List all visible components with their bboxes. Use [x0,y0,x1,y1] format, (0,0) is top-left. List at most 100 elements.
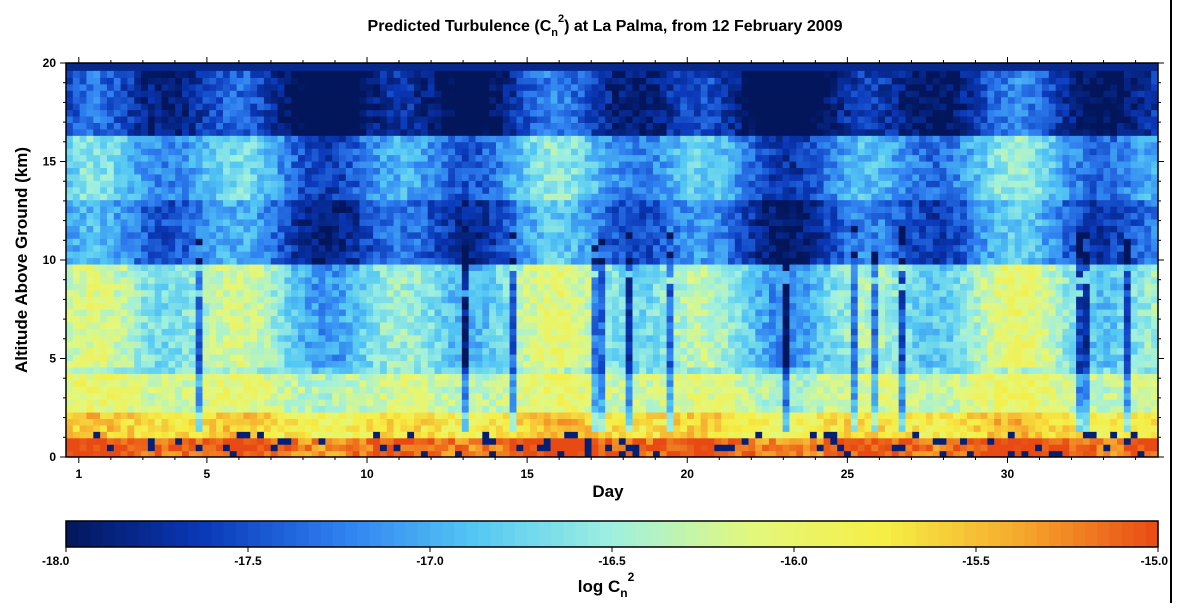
heatmap-cell [434,77,442,85]
heatmap-cell [127,302,135,310]
heatmap-cell [373,206,381,214]
heatmap-cell [222,135,231,143]
heatmap-cell [154,148,163,156]
heatmap-cell [298,289,306,297]
heatmap-cell [66,212,74,220]
heatmap-cell [468,231,477,239]
heatmap-cell [516,186,524,194]
heatmap-cell [475,276,483,284]
heatmap-cell [577,199,586,207]
heatmap-cell [134,244,142,252]
heatmap-cell [311,289,320,297]
heatmap-cell [291,231,299,239]
heatmap-cell [468,418,477,426]
heatmap-cell [202,437,210,445]
heatmap-cell [345,347,354,355]
heatmap-cell [550,296,559,304]
heatmap-cell [516,386,524,394]
heatmap-cell [482,270,490,278]
heatmap-cell [577,90,586,98]
heatmap-cell [550,90,559,98]
heatmap-cell [612,148,620,156]
heatmap-cell [427,225,436,233]
heatmap-cell [434,289,442,297]
heatmap-cell [536,77,545,85]
heatmap-cell [284,173,292,181]
heatmap-cell [339,167,347,175]
heatmap-cell [188,173,197,181]
heatmap-cell [516,392,524,400]
heatmap-cell [530,379,538,387]
heatmap-cell [352,251,361,259]
heatmap-cell [455,128,463,136]
heatmap-cell [434,263,442,271]
heatmap-cell [427,231,436,239]
heatmap-cell [222,115,231,123]
heatmap-cell [277,270,285,278]
heatmap-cell [318,115,326,123]
heatmap-cell [161,251,169,259]
heatmap-cell [216,296,224,304]
heatmap-cell [79,103,88,111]
heatmap-cell [345,354,354,362]
heatmap-cell [270,115,279,123]
heatmap-cell [379,392,388,400]
heatmap-cell [345,444,354,452]
heatmap-cell [161,334,169,342]
heatmap-cell [475,302,483,310]
heatmap-cell [182,373,190,381]
heatmap-cell [448,270,456,278]
heatmap-cell [434,173,442,181]
heatmap-cell [86,283,94,291]
heatmap-cell [420,141,429,149]
heatmap-cell [339,308,347,317]
heatmap-cell [407,276,415,284]
heatmap-cell [304,399,313,407]
heatmap-cell [455,341,463,349]
heatmap-cell [536,283,545,291]
heatmap-cell [291,328,299,336]
heatmap-cell [86,411,94,419]
heatmap-cell [625,70,634,78]
heatmap-cell [188,373,197,381]
heatmap-cell [523,206,531,214]
heatmap-cell [311,135,320,143]
heatmap-cell [243,115,251,123]
heatmap-cell [448,96,456,104]
heatmap-cell [618,70,627,78]
heatmap-cell [270,315,279,323]
heatmap-cell [536,109,545,117]
heatmap-cell [147,373,156,381]
heatmap-cell [632,360,640,368]
heatmap-cell [332,238,340,246]
heatmap-cell [366,315,374,323]
heatmap-cell [516,70,524,78]
heatmap-cell [345,135,354,143]
heatmap-cell [516,238,524,246]
heatmap-cell [489,70,497,78]
heatmap-cell [141,193,149,201]
heatmap-cell [339,173,347,181]
heatmap-cell [134,399,142,407]
heatmap-cell [147,251,156,259]
heatmap-cell [550,257,559,265]
heatmap-cell [147,180,156,188]
heatmap-cell [414,148,422,156]
heatmap-cell [311,70,320,78]
heatmap-cell [243,70,251,78]
heatmap-cell [605,167,613,175]
heatmap-cell [605,276,613,284]
heatmap-cell [468,379,477,387]
heatmap-cell [379,411,388,419]
heatmap-cell [270,238,279,246]
heatmap-cell [311,263,320,271]
heatmap-cell [304,270,313,278]
heatmap-cell [584,302,593,310]
heatmap-cell [188,103,197,111]
heatmap-cell [209,90,217,98]
heatmap-cell [557,135,565,143]
heatmap-cell [195,418,204,426]
heatmap-cell [359,231,367,239]
heatmap-cell [345,173,354,181]
heatmap-cell [455,180,463,188]
